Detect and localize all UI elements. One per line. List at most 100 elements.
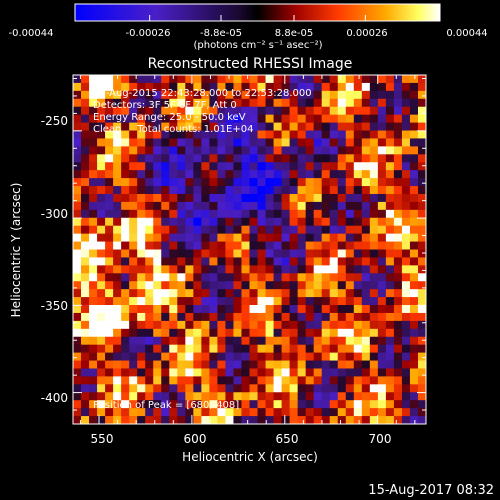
heatmap-cell <box>289 257 299 266</box>
heatmap-cell <box>225 400 235 409</box>
heatmap-cell <box>145 90 154 100</box>
heatmap-cell <box>273 352 283 362</box>
heatmap-cell <box>281 98 291 108</box>
heatmap-cell <box>153 201 162 211</box>
heatmap-cell <box>129 90 138 100</box>
heatmap-cell <box>401 122 411 132</box>
heatmap-cell <box>265 392 275 401</box>
heatmap-cell <box>297 249 307 259</box>
heatmap-cell <box>105 106 114 116</box>
heatmap-cell <box>73 98 82 108</box>
heatmap-cell <box>185 328 194 338</box>
heatmap-cell <box>265 273 275 282</box>
heatmap-cell <box>153 281 162 290</box>
heatmap-cell <box>345 225 355 235</box>
heatmap-cell <box>273 249 283 259</box>
heatmap-cell <box>361 360 371 370</box>
heatmap-cell <box>409 130 419 140</box>
heatmap-cell <box>393 225 403 235</box>
heatmap-cell <box>281 273 291 282</box>
heatmap-cell <box>225 336 235 346</box>
heatmap-cell <box>417 154 426 163</box>
heatmap-cell <box>161 170 170 179</box>
heatmap-cell <box>337 82 347 92</box>
heatmap-cell <box>281 186 291 195</box>
heatmap-cell <box>393 320 403 330</box>
heatmap-cell <box>313 106 323 116</box>
heatmap-cell <box>257 273 267 282</box>
heatmap-cell <box>177 297 186 306</box>
heatmap-cell <box>89 90 98 100</box>
heatmap-cell <box>177 368 186 378</box>
heatmap-cell <box>329 400 339 409</box>
heatmap-cell <box>329 320 339 330</box>
heatmap-cell <box>89 209 98 219</box>
heatmap-cell <box>393 217 403 227</box>
heatmap-cell <box>249 162 259 171</box>
heatmap-cell <box>385 193 395 203</box>
heatmap-cell <box>73 328 82 338</box>
heatmap-cell <box>313 90 323 100</box>
heatmap-cell <box>121 193 130 203</box>
heatmap-cell <box>81 114 90 124</box>
heatmap-cell <box>345 178 355 187</box>
heatmap-cell <box>217 114 227 124</box>
heatmap-cell <box>337 400 347 409</box>
heatmap-cell <box>337 241 347 251</box>
heatmap-cell <box>281 336 291 346</box>
heatmap-cell <box>161 312 170 322</box>
heatmap-cell <box>185 170 194 179</box>
heatmap-cell <box>225 273 235 282</box>
heatmap-cell <box>393 122 403 132</box>
heatmap-cell <box>177 360 186 370</box>
heatmap-cell <box>353 233 363 243</box>
heatmap-cell <box>225 82 235 92</box>
heatmap-cell <box>241 273 251 282</box>
heatmap-cell <box>225 289 235 298</box>
heatmap-cell <box>121 352 130 362</box>
heatmap-cell <box>257 320 267 330</box>
heatmap-cell <box>193 289 202 298</box>
heatmap-cell <box>329 376 339 385</box>
heatmap-cell <box>113 384 122 393</box>
heatmap-cell <box>257 241 267 251</box>
heatmap-cell <box>273 75 283 84</box>
heatmap-cell <box>129 225 138 235</box>
heatmap-cell <box>129 114 138 124</box>
heatmap-cell <box>241 416 251 424</box>
heatmap-cell <box>369 416 379 424</box>
heatmap-cell <box>289 98 299 108</box>
heatmap-cell <box>209 209 219 219</box>
heatmap-cell <box>73 162 82 171</box>
heatmap-cell <box>201 368 210 378</box>
heatmap-cell <box>121 201 130 211</box>
heatmap-cell <box>105 90 114 100</box>
heatmap-cell <box>73 320 82 330</box>
heatmap-cell <box>297 273 307 282</box>
plot-frame <box>72 74 427 425</box>
heatmap-cell <box>393 360 403 370</box>
heatmap-cell <box>105 130 114 140</box>
heatmap-cell <box>129 130 138 140</box>
heatmap-cell <box>225 312 235 322</box>
heatmap-cell <box>257 297 267 306</box>
heatmap-cell <box>177 233 186 243</box>
heatmap-cell <box>409 281 419 290</box>
colorbar-tick-label: -0.00026 <box>126 28 171 39</box>
heatmap-cell <box>305 320 315 330</box>
heatmap-cell <box>73 289 82 298</box>
heatmap-cell <box>305 392 315 401</box>
heatmap-cell <box>153 265 162 274</box>
heatmap-cell <box>81 257 90 266</box>
heatmap-cell <box>193 106 202 116</box>
heatmap-cell <box>369 328 379 338</box>
heatmap-cell <box>289 368 299 378</box>
heatmap-cell <box>193 408 202 417</box>
heatmap-cell <box>241 289 251 298</box>
heatmap-cell <box>145 376 154 385</box>
heatmap-cell <box>217 217 227 227</box>
heatmap-cell <box>217 170 227 179</box>
heatmap-cell <box>353 98 363 108</box>
heatmap-cell <box>345 336 355 346</box>
heatmap-cell <box>73 344 82 354</box>
